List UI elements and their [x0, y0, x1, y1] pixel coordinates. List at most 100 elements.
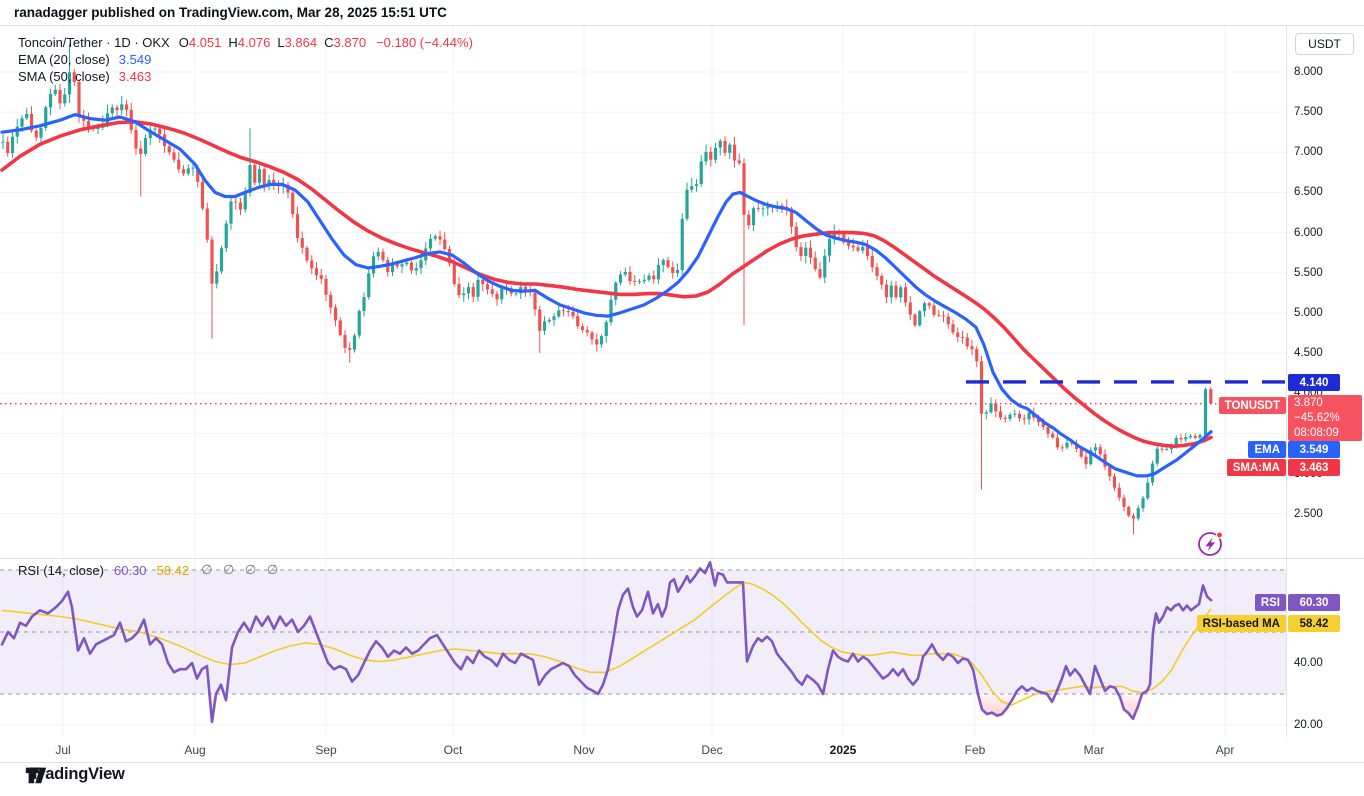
candle-body	[390, 263, 395, 273]
candle-body	[348, 348, 352, 350]
candle-body	[1022, 418, 1026, 420]
candle-body	[200, 181, 205, 209]
candle-body	[310, 260, 314, 269]
candle-body	[984, 412, 988, 414]
candle-body	[153, 128, 157, 130]
rsi-empty-values: ∅ ∅ ∅ ∅	[201, 562, 279, 577]
sma50-line[interactable]	[0, 120, 1213, 448]
sma-value: 3.463	[118, 69, 152, 84]
candle-body	[248, 165, 252, 193]
candle-body	[994, 403, 998, 412]
candle-body	[234, 201, 238, 203]
rsi-ma-value-label: 58.42	[1288, 615, 1340, 632]
candle-body	[1155, 448, 1159, 464]
rsi-ma-current-value: 58.42	[156, 562, 190, 578]
candle-body	[476, 279, 480, 297]
candle-body	[580, 326, 585, 331]
candle-body	[495, 293, 499, 300]
price-axis-tick: 4.500	[1294, 347, 1323, 360]
ema-value: 3.549	[118, 52, 152, 67]
candle-body	[875, 267, 879, 276]
candle-body	[599, 336, 604, 345]
candle-body	[813, 257, 817, 270]
candle-body	[918, 311, 922, 326]
candle-body	[595, 339, 599, 345]
time-axis-label: Apr	[1215, 743, 1235, 757]
candle-body	[485, 284, 490, 290]
legend-sma-row[interactable]: SMA (50, close) 3.463	[18, 68, 473, 85]
candle-body	[884, 284, 889, 298]
candle-body	[238, 202, 243, 210]
candle-body	[6, 141, 10, 154]
candle-body	[253, 165, 257, 183]
candle-body	[1136, 508, 1140, 519]
candle-body	[960, 337, 965, 338]
price-axis-tick: 7.000	[1294, 146, 1323, 159]
candle-body	[77, 82, 81, 117]
ema20-line[interactable]	[0, 113, 1213, 478]
candle-body	[699, 161, 703, 185]
candle-body	[723, 140, 727, 153]
candle-body	[1203, 389, 1208, 437]
candle-body	[1065, 442, 1069, 448]
candle-body	[604, 322, 608, 337]
candlestick-series[interactable]	[1, 43, 1213, 535]
candle-body	[500, 288, 504, 300]
candle-body	[680, 218, 684, 271]
candle-body	[618, 274, 623, 283]
ohlc-key: L	[277, 35, 285, 50]
rsi-legend[interactable]: RSI (14, close) 60.30 58.42 ∅ ∅ ∅ ∅	[18, 562, 278, 578]
candle-body	[139, 148, 143, 154]
candle-body	[652, 275, 656, 280]
price-axis-tick: 2.500	[1294, 507, 1323, 520]
symbol-title[interactable]: Toncoin/Tether · 1D · OKX	[18, 35, 170, 50]
legend-ema-row[interactable]: EMA (20, close) 3.549	[18, 51, 473, 68]
ohlc-value: 3.864	[284, 35, 318, 50]
candle-body	[443, 239, 447, 250]
rsi-line[interactable]	[0, 561, 1213, 724]
time-axis-label: Sep	[315, 743, 337, 757]
candle-body	[333, 307, 338, 321]
candle-body	[357, 311, 361, 336]
candle-body	[210, 239, 214, 284]
price-pane[interactable]	[0, 25, 1286, 559]
ema-price-label: 3.549	[1288, 441, 1340, 458]
rsi-pane[interactable]	[0, 559, 1286, 737]
candle-body	[86, 120, 91, 128]
candle-body	[1122, 497, 1126, 507]
tradingview-watermark[interactable]: TradingView	[24, 765, 125, 784]
ema-label[interactable]: EMA (20, close)	[18, 52, 110, 67]
candle-body	[343, 335, 347, 349]
pane-separator[interactable]	[0, 558, 1364, 559]
price-axis-tick: 5.500	[1294, 266, 1323, 279]
price-axis-tick: 7.500	[1294, 106, 1323, 119]
boost-button[interactable]	[1195, 528, 1227, 560]
candle-body	[1041, 422, 1045, 427]
sma-label[interactable]: SMA (50, close)	[18, 69, 110, 84]
candle-body	[633, 281, 637, 283]
pane-border-top	[0, 25, 1364, 26]
candle-body	[533, 292, 537, 310]
candle-body	[685, 189, 689, 219]
time-axis-label: Jul	[55, 743, 71, 757]
candle-body	[623, 271, 627, 275]
time-axis-strip[interactable]: Jul Aug Sep Oct Nov Dec 2025 Feb Mar Apr	[0, 737, 1364, 762]
currency-toggle-button[interactable]: USDT	[1295, 33, 1354, 55]
published-byline: ranadagger published on TradingView.com,…	[14, 5, 447, 20]
candle-body	[1179, 438, 1183, 440]
legend-symbol-row[interactable]: Toncoin/Tether · 1D · OKX O4.051 H4.076 L3…	[18, 34, 473, 51]
candle-body	[713, 147, 718, 160]
candle-body	[409, 262, 414, 271]
rsi-label[interactable]: RSI (14, close)	[18, 562, 104, 578]
candle-body	[243, 192, 247, 210]
candle-body	[124, 104, 129, 110]
candle-body	[861, 246, 865, 251]
candle-body	[913, 314, 917, 326]
candle-body	[671, 267, 675, 273]
candle-body	[120, 104, 124, 111]
candle-body	[547, 319, 551, 322]
candle-body	[481, 279, 485, 285]
price-axis-tick: 5.000	[1294, 306, 1323, 319]
candle-body	[148, 129, 152, 139]
candle-body	[295, 214, 300, 239]
